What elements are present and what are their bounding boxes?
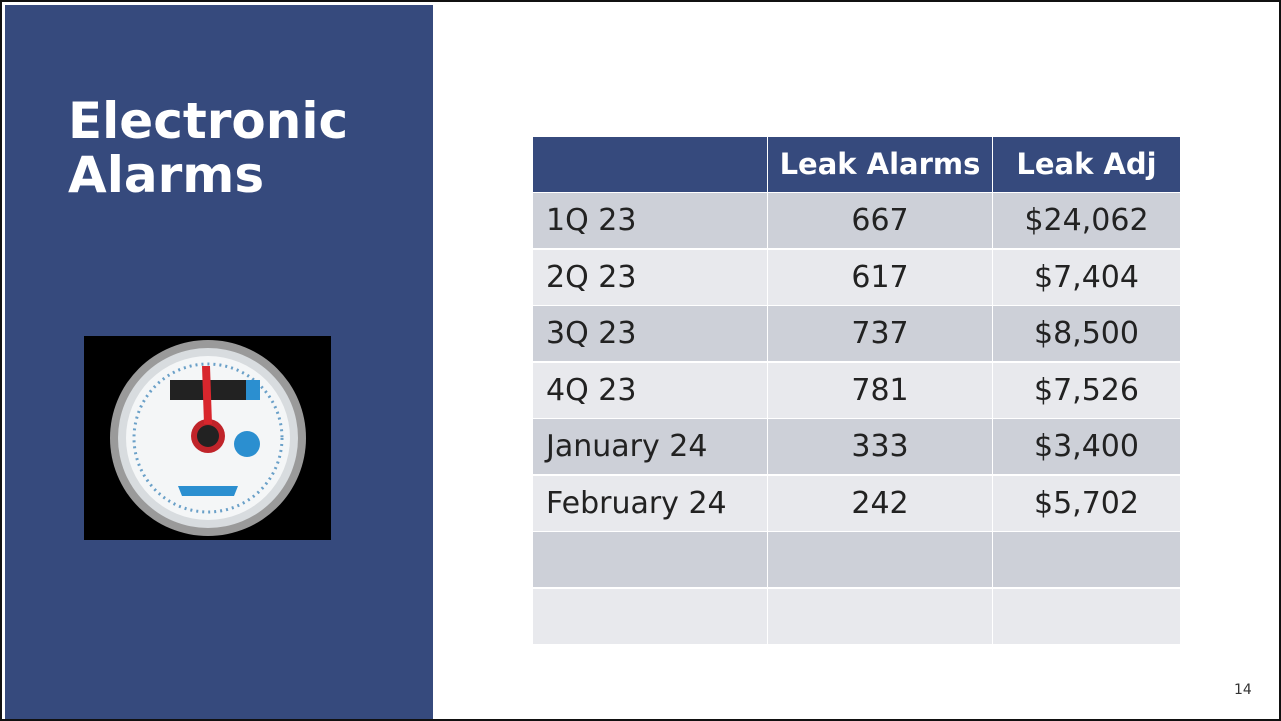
table-cell: $24,062 (993, 193, 1180, 248)
table-cell: $7,526 (993, 362, 1180, 418)
table-cell (768, 588, 992, 644)
header-cell (533, 137, 767, 192)
table-cell (993, 588, 1180, 644)
slide-title: Electronic (68, 92, 349, 150)
table-cell (533, 588, 767, 644)
meter-image (84, 336, 331, 540)
table-cell (533, 532, 767, 587)
table-cell: $3,400 (993, 419, 1180, 474)
table-cell: 781 (768, 362, 992, 418)
table-cell: January 24 (533, 419, 767, 474)
table-cell: 4Q 23 (533, 362, 767, 418)
table-cell: February 24 (533, 475, 767, 531)
table-cell: $8,500 (993, 306, 1180, 361)
table-cell: 617 (768, 249, 992, 305)
table-cell (993, 532, 1180, 587)
table-cell: 2Q 23 (533, 249, 767, 305)
table-cell (768, 532, 992, 587)
header-cell: Leak Alarms (768, 137, 992, 192)
table-cell: $5,702 (993, 475, 1180, 531)
page-number: 14 (1234, 682, 1252, 698)
header-cell: Leak Adj (993, 137, 1180, 192)
table-cell: 242 (768, 475, 992, 531)
table-cell: 1Q 23 (533, 193, 767, 248)
table-cell: 737 (768, 306, 992, 361)
table-cell: 667 (768, 193, 992, 248)
slide-title: Alarms (68, 146, 265, 204)
table-cell: 3Q 23 (533, 306, 767, 361)
table-cell: $7,404 (993, 249, 1180, 305)
table-cell: 333 (768, 419, 992, 474)
